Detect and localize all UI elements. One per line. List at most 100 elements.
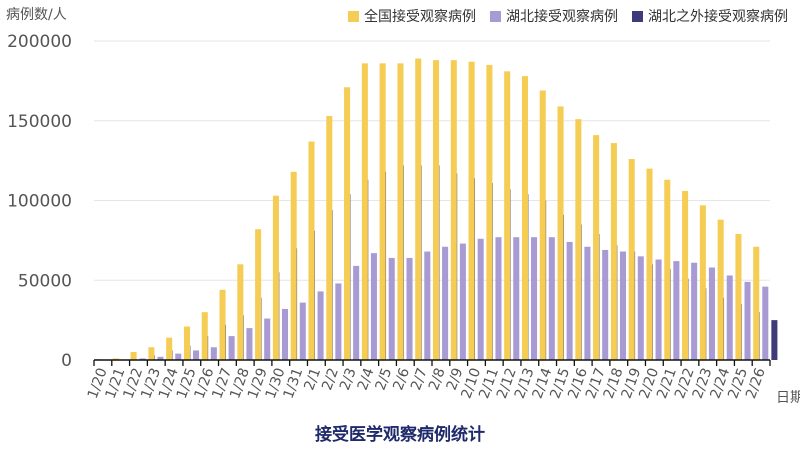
bar-2 [246,328,253,360]
bar-1 [539,90,546,360]
bar-2 [193,350,200,360]
bar-1 [593,135,600,360]
legend: 全国接受观察病例 湖北接受观察病例 湖北之外接受观察病例 [348,6,788,26]
bar-2 [513,237,520,360]
bar-3 [771,320,778,360]
y-tick-label: 50000 [18,271,72,291]
bar-1 [521,76,528,360]
bar-2 [175,353,182,360]
bar-2 [157,356,164,360]
bar-2 [673,261,680,360]
bar-1 [112,358,119,360]
legend-swatch [490,10,501,22]
bar-1 [486,64,493,361]
legend-item-national: 全国接受观察病例 [348,6,476,26]
bar-1 [646,168,653,360]
bar-2 [602,249,609,360]
bar-1 [361,63,368,361]
bar-1 [628,159,635,360]
bar-2 [548,237,555,360]
y-tick-label: 150000 [7,112,72,132]
bar-2 [531,237,538,360]
bar-1 [415,58,422,361]
y-tick-label: 100000 [7,192,72,212]
bar-2 [370,253,377,360]
legend-swatch [632,10,643,22]
bar-2 [762,286,769,360]
bar-1 [379,63,386,361]
x-tick-label: 2/9 [444,366,467,393]
bar-2 [708,267,715,360]
bar-2 [637,256,644,360]
bar-2 [335,283,342,360]
bar-2 [477,238,484,360]
y-axis-label: 病例数/人 [6,7,67,23]
bar-2 [442,246,449,360]
bar-1 [237,264,244,360]
bar-1 [166,337,173,360]
bar-1 [219,289,226,360]
bar-1 [201,312,208,360]
legend-label: 全国接受观察病例 [364,9,476,25]
legend-item-outside-hubei: 湖北之外接受观察病例 [632,6,788,26]
bar-1 [699,205,706,360]
bar-1 [575,119,582,360]
bar-1 [664,179,671,360]
x-tick-label: 2/8 [426,366,449,393]
bar-1 [468,61,475,361]
bar-1 [433,60,440,360]
bar-2 [566,241,573,360]
bar-2 [228,336,235,360]
bar-2 [495,237,502,360]
bar-2 [424,251,431,360]
bar-1 [255,229,262,360]
bar-1 [397,63,404,361]
bar-2 [459,243,466,360]
y-tick-label: 0 [61,351,72,371]
bar-1 [272,195,279,360]
bar-2 [691,262,698,360]
legend-label: 湖北接受观察病例 [506,9,618,25]
bar-2 [299,302,306,360]
bar-1 [344,87,351,360]
x-tick-label: 2/1 [301,366,324,393]
bar-1 [610,143,617,360]
bar-1 [557,106,564,361]
bar-2 [744,281,751,360]
bar-1 [753,246,760,360]
bar-2 [388,257,395,360]
legend-item-hubei: 湖北接受观察病例 [490,6,618,26]
bar-2 [264,318,271,360]
bar-2 [210,347,217,360]
bar-1 [308,141,315,360]
bar-1 [130,352,137,360]
bar-1 [290,171,297,360]
bar-2 [655,259,662,360]
bar-1 [735,233,742,360]
bar-1 [717,219,724,360]
bar-1 [682,190,689,360]
x-tick-label: 2/7 [408,366,431,393]
x-tick-label: 2/2 [319,366,342,393]
y-tick-label: 200000 [7,32,72,52]
x-tick-label: 2/4 [355,366,378,393]
x-tick-label: 2/5 [373,366,396,393]
bar-2 [726,275,733,360]
bar-2 [406,257,413,360]
x-tick-label: 2/6 [390,366,413,393]
bar-2 [353,265,360,360]
bar-1 [504,71,511,361]
bar-1 [183,326,190,360]
bar-1 [450,60,457,360]
bar-2 [139,358,146,360]
legend-label: 湖北之外接受观察病例 [648,9,788,25]
bar-2 [317,291,324,360]
bar-2 [619,251,627,360]
bar-1 [148,347,155,360]
bar-1 [326,115,333,360]
bar-2 [281,308,289,360]
bar-2 [584,246,591,360]
chart-title: 接受医学观察病例统计 [315,425,485,445]
legend-swatch [348,10,359,22]
